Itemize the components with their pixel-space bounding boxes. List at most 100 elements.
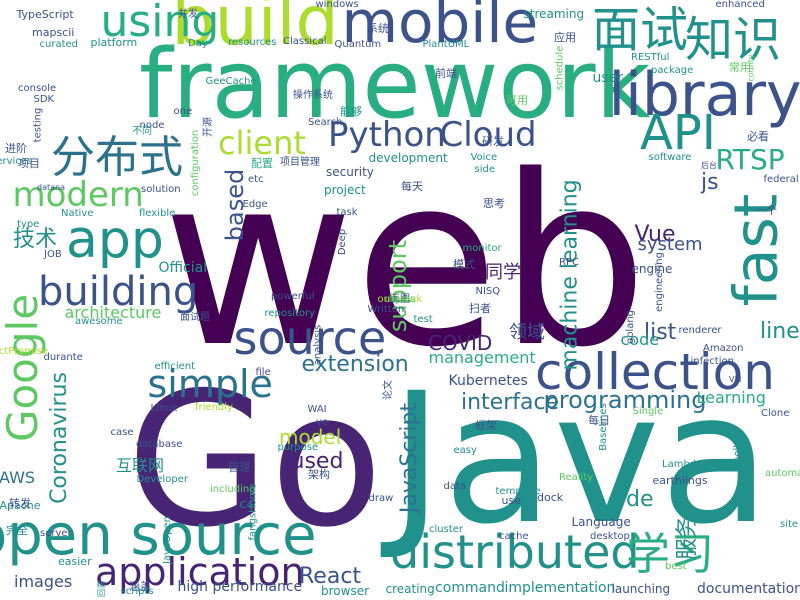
cloud-word: 领域: [509, 322, 545, 343]
cloud-word: case: [110, 427, 134, 438]
cloud-word: WAI: [307, 404, 327, 415]
cloud-word: Developer: [136, 474, 188, 485]
cloud-word: Cloud: [439, 115, 537, 155]
cloud-word: Kubernetes: [448, 373, 528, 389]
cloud-word: line: [760, 319, 800, 344]
cloud-word: JavaScript: [397, 402, 423, 514]
cloud-word: machine learning: [557, 179, 583, 371]
cloud-word: infection: [690, 356, 734, 367]
cloud-word: de: [626, 487, 654, 512]
cloud-word: programming: [543, 386, 707, 414]
cloud-word: documentation: [697, 581, 800, 597]
cloud-word: toolkit: [732, 435, 744, 467]
cloud-word: Official: [158, 260, 208, 276]
cloud-word: 思考: [483, 196, 505, 210]
cloud-word: Classical: [283, 36, 327, 47]
cloud-word: 同学: [485, 262, 521, 283]
cloud-word: dock: [537, 490, 564, 504]
cloud-word: 画图: [390, 294, 410, 305]
cloud-word: test: [413, 314, 433, 325]
cloud-word: RTSP: [715, 143, 785, 176]
cloud-word: 回溯: [97, 581, 106, 597]
cloud-word: 每日: [588, 413, 610, 427]
cloud-word: security: [326, 165, 374, 179]
cloud-word: Clone: [761, 408, 790, 419]
cloud-word: automate: [765, 468, 800, 479]
cloud-word: collection: [535, 343, 775, 401]
cloud-word: renderer: [678, 325, 722, 336]
cloud-word: 系统: [367, 21, 389, 35]
cloud-word: server: [40, 528, 72, 539]
cloud-word: Go: [126, 351, 384, 568]
cloud-word: 项目: [18, 156, 40, 170]
cloud-word: analysis: [311, 324, 323, 366]
cloud-word: friendly: [195, 402, 233, 413]
cloud-word: application: [95, 550, 305, 594]
cloud-word: package: [651, 65, 694, 76]
cloud-word: 操作系统: [293, 90, 333, 101]
cloud-word: purpose: [277, 442, 319, 453]
cloud-word: 分布式: [51, 132, 183, 183]
cloud-word: VM: [729, 375, 742, 384]
cloud-word: ReactPromise: [0, 346, 48, 357]
cloud-word: architecture: [64, 303, 162, 322]
cloud-word: desktop: [590, 531, 630, 542]
cloud-word: Apache: [0, 498, 41, 512]
cloud-word: monitor: [462, 243, 502, 254]
cloud-word: ve: [316, 417, 329, 428]
cloud-word: flexible: [139, 208, 176, 219]
cloud-word: interface: [461, 390, 560, 415]
cloud-word: 学习: [626, 529, 714, 580]
cloud-word: creating: [385, 582, 435, 596]
cloud-word: RESTful: [631, 52, 670, 63]
cloud-word: 不同: [132, 126, 152, 137]
cloud-word: 知识: [685, 12, 782, 68]
cloud-word: etc: [248, 174, 264, 185]
cloud-word: 互联网: [116, 456, 165, 475]
cloud-word: Services: [0, 156, 33, 167]
cloud-word: NISQ: [475, 286, 501, 297]
cloud-word: API: [640, 105, 716, 161]
cloud-word: platform: [90, 35, 138, 49]
cloud-word: app: [66, 210, 164, 270]
cloud-word: SDK: [33, 94, 55, 105]
cloud-word: 架构: [308, 467, 330, 481]
cloud-word: engine: [631, 262, 673, 276]
cloud-word: Search: [308, 117, 343, 128]
cloud-word: 涵盖: [129, 579, 151, 593]
cloud-word: framework: [139, 29, 651, 140]
cloud-word: Lambda: [662, 459, 703, 470]
cloud-word: source: [233, 311, 387, 365]
cloud-word: 扫者: [469, 301, 491, 315]
cloud-word: task: [336, 207, 358, 218]
cloud-word: Python: [328, 115, 446, 155]
cloud-word: streaming: [523, 7, 585, 21]
cloud-word: RPC: [559, 257, 579, 268]
cloud-word: management: [428, 348, 536, 367]
cloud-word: cache: [499, 531, 529, 542]
cloud-word: awesome: [75, 316, 123, 327]
cloud-word: software: [648, 152, 692, 163]
cloud-word: open source: [0, 503, 317, 568]
cloud-word: powerful: [271, 291, 315, 302]
cloud-word: 研发: [482, 134, 504, 148]
cloud-word: 论文: [383, 380, 394, 400]
cloud-word: 模式: [453, 257, 475, 271]
cloud-word: mobile: [341, 0, 539, 56]
cloud-word: engineering: [653, 252, 665, 312]
cloud-word: support: [384, 239, 413, 333]
cloud-word: C4: [239, 500, 253, 511]
cloud-word: JOB: [44, 249, 62, 260]
cloud-word: TypeScript: [16, 7, 74, 21]
cloud-word: Deep: [337, 228, 349, 256]
cloud-word: js: [701, 170, 719, 195]
cloud-word: COVID: [428, 331, 493, 355]
cloud-word: images: [14, 572, 73, 591]
cloud-word: Single: [632, 406, 664, 417]
cloud-word: Written: [367, 304, 405, 315]
cloud-word: scripts: [120, 586, 154, 597]
cloud-word: federal: [763, 174, 799, 185]
cloud-word: data: [443, 481, 467, 492]
cloud-word: React: [299, 564, 362, 589]
